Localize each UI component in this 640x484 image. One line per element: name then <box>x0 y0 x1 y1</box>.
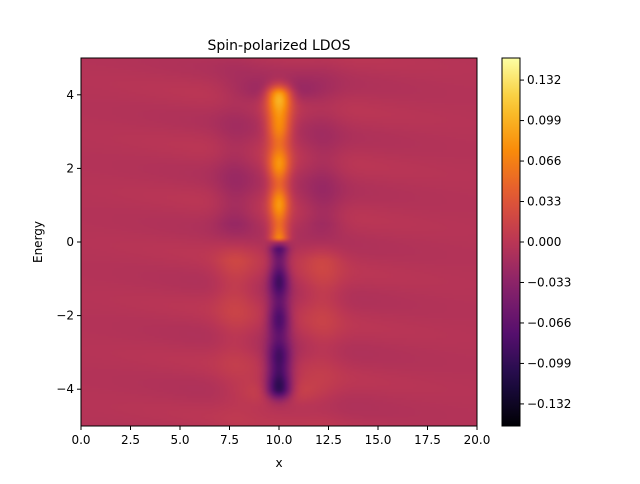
heatmap-area <box>81 58 477 426</box>
colorbar-tick-label: 0.099 <box>527 114 561 128</box>
colorbar-ticks: −0.132 −0.099 −0.066 −0.033 0.000 0.033 0.066 0… <box>520 73 571 411</box>
colorbar-gradient <box>502 58 520 426</box>
colorbar-tick-label: 0.033 <box>527 195 561 209</box>
y-tick-label: −2 <box>56 309 74 323</box>
x-tick-label: 20.0 <box>464 433 491 447</box>
y-axis-label: Energy <box>31 221 45 263</box>
x-tick-label: 0.0 <box>71 433 90 447</box>
x-tick-label: 2.5 <box>121 433 140 447</box>
colorbar-tick-label: 0.066 <box>527 154 561 168</box>
colorbar-tick-label: −0.132 <box>527 397 571 411</box>
y-tick-label: 2 <box>66 161 74 175</box>
colorbar-tick-label: 0.000 <box>527 235 561 249</box>
y-axis-ticks: −4 −2 0 2 4 <box>56 88 81 396</box>
colorbar-tick-label: −0.099 <box>527 356 571 370</box>
heatmap-image <box>81 58 477 426</box>
colorbar-tick-label: −0.066 <box>527 316 571 330</box>
x-tick-label: 5.0 <box>170 433 189 447</box>
x-tick-label: 10.0 <box>266 433 293 447</box>
colorbar: −0.132 −0.099 −0.066 −0.033 0.000 0.033 0.066 0… <box>501 57 571 427</box>
colorbar-tick-label: −0.033 <box>527 275 571 289</box>
colorbar-tick-label: 0.132 <box>527 73 561 87</box>
y-tick-label: 4 <box>66 88 74 102</box>
x-tick-label: 17.5 <box>414 433 441 447</box>
y-tick-label: −4 <box>56 382 74 396</box>
x-tick-label: 12.5 <box>315 433 342 447</box>
x-axis-label: x <box>275 456 282 470</box>
y-tick-label: 0 <box>66 235 74 249</box>
x-axis-ticks: 0.0 2.5 5.0 7.5 10.0 12.5 15.0 17.5 20.0 <box>71 426 490 447</box>
x-tick-label: 15.0 <box>365 433 392 447</box>
chart-title: Spin-polarized LDOS <box>208 38 351 54</box>
x-tick-label: 7.5 <box>220 433 239 447</box>
